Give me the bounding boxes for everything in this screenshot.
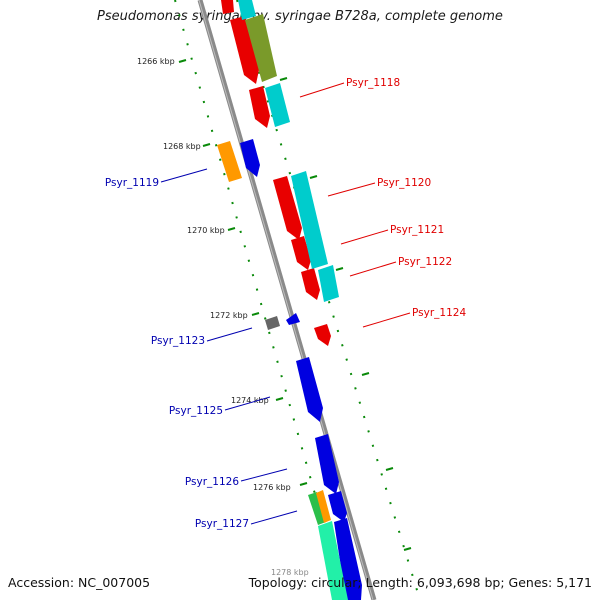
gene-block [316,490,331,523]
gene-block [221,0,234,14]
gene-block [245,14,277,82]
gene-block [265,83,290,127]
kbp-label: 1276 kbp [253,483,291,492]
kbp-labels: 1266 kbp 1268 kbp 1270 kbp 1272 kbp 1274… [137,57,309,577]
gene-block [308,492,326,525]
gene-label: Psyr_1123 [151,335,205,347]
gene-arrow [230,16,259,84]
gene-arrow [291,236,311,270]
kbp-label: 1278 kbp [271,568,309,577]
gene-arrow [296,357,323,422]
kbp-label: 1272 kbp [210,311,248,320]
gene-label: Psyr_1121 [390,224,444,236]
accession-text: Accession: NC_007005 [8,575,151,590]
gene-labels-left[interactable]: Psyr_1119 Psyr_1123 Psyr_1125 Psyr_1126 … [105,168,298,530]
gene-arrow [315,434,339,494]
gene-features-left[interactable] [217,0,348,600]
kbp-label: 1268 kbp [163,142,201,151]
gene-label: Psyr_1127 [195,518,249,530]
gene-arrow [286,313,300,325]
gene-features-inner-right[interactable] [230,16,362,600]
gene-block [217,141,242,182]
gene-arrow [314,324,331,346]
gene-label: Psyr_1118 [346,77,400,89]
gene-labels-right[interactable]: Psyr_1118 Psyr_1120 Psyr_1121 Psyr_1122 … [299,77,466,328]
gene-label: Psyr_1124 [412,307,466,319]
gene-label: Psyr_1122 [398,256,452,268]
genome-stats-text: Topology: circular; Length: 6,093,698 bp… [248,575,592,590]
gene-arrow [240,139,260,177]
gene-arrow [301,268,320,300]
gene-label: Psyr_1126 [185,476,239,488]
gene-arrow [249,86,270,128]
gene-block [318,521,348,600]
gene-label: Psyr_1119 [105,177,159,189]
gene-label: Psyr_1125 [169,405,223,417]
kbp-tick-marks [178,59,412,551]
gene-arrow [328,491,347,522]
kbp-label: 1266 kbp [137,57,175,66]
gene-label: Psyr_1120 [377,177,431,189]
genome-backbone [197,0,377,600]
gene-block [238,0,256,20]
kbp-label: 1274 kbp [231,396,269,405]
gene-block [291,171,328,269]
kbp-label: 1270 kbp [187,226,225,235]
gene-features-outer-right[interactable] [238,0,339,302]
gene-arrow [334,518,362,600]
map-title: Pseudomonas syringae pv. syringae B728a,… [97,9,503,24]
gene-block [265,316,280,330]
gene-block [318,265,339,302]
gene-arrow [273,176,302,240]
